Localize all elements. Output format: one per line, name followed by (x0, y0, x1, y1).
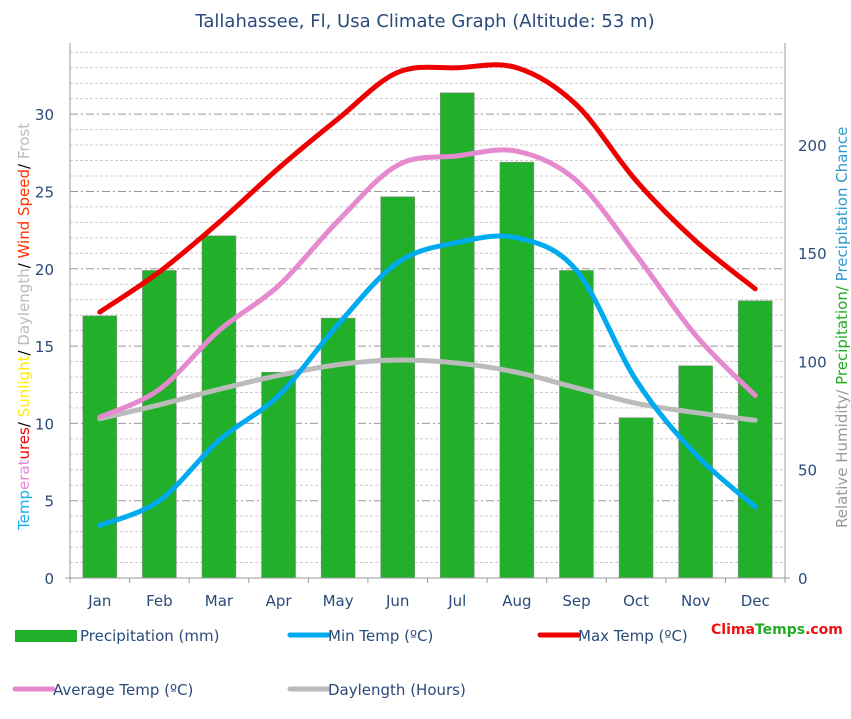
left-tick-label: 20 (35, 261, 54, 279)
right-tick-label: 0 (798, 570, 808, 588)
precipitation-bar (737, 300, 773, 579)
axis-title-part: Temp (15, 490, 33, 531)
series-line-min (97, 233, 758, 528)
x-tick-label: Sep (562, 592, 590, 610)
legend-label: Max Temp (ºC) (578, 627, 688, 645)
x-tick-label: Jul (447, 592, 466, 610)
axis-title-part: / (15, 258, 33, 268)
precipitation-bar (559, 270, 594, 579)
axis-title-part: Relative Humidity/ (833, 385, 851, 528)
chart-title: Tallahassee, Fl, Usa Climate Graph (Alti… (194, 11, 654, 32)
x-tick-label: Jan (87, 592, 111, 610)
x-tick-label: Jun (385, 592, 409, 610)
left-tick-label: 30 (35, 106, 54, 124)
axis-title-part: Frost (15, 123, 33, 159)
left-tick-label: 15 (35, 338, 54, 356)
axis-title-part: Daylength (15, 268, 33, 345)
precipitation-bar (440, 92, 475, 579)
precipitation-bar (82, 315, 118, 579)
series-line-average (97, 147, 758, 420)
right-tick-label: 50 (798, 462, 817, 480)
x-tick-label: Nov (681, 592, 710, 610)
left-axis-title: Temperatures/ Sunlight/ Daylength/ Wind … (15, 123, 33, 531)
legend-label: Min Temp (ºC) (328, 627, 433, 645)
right-tick-label: 150 (798, 245, 827, 263)
axis-title-part: erat (15, 459, 33, 490)
precipitation-bar (678, 365, 713, 579)
right-tick-label: 200 (798, 137, 827, 155)
axis-title-part: Sunlight (15, 355, 33, 417)
left-tick-label: 25 (35, 183, 54, 201)
x-tick-label: May (323, 592, 354, 610)
x-tick-label: Aug (502, 592, 531, 610)
series-line-max (97, 62, 758, 315)
x-tick-label: Oct (623, 592, 649, 610)
legend-swatch (15, 630, 77, 642)
axis-title-part: / (15, 346, 33, 356)
axis-title-part: Precipitation Chance (833, 127, 851, 282)
axis-title-part: / (15, 159, 33, 169)
watermark-logo: ClimaTemps.com (711, 622, 843, 638)
x-tick-label: Feb (146, 592, 173, 610)
precipitation-bar (618, 417, 654, 579)
legend-label: Precipitation (mm) (80, 627, 219, 645)
precipitation-bar (201, 235, 237, 579)
x-tick-label: Dec (741, 592, 770, 610)
legend-label: Average Temp (ºC) (53, 681, 193, 699)
right-axis-title: Relative Humidity/ Precipitation/ Precip… (833, 127, 851, 528)
axis-title-part: / (15, 417, 33, 427)
axis-title-part: ures (15, 427, 33, 460)
legend-label: Daylength (Hours) (328, 681, 466, 699)
right-tick-label: 100 (798, 353, 827, 371)
series-line-daylength (97, 357, 758, 423)
left-tick-label: 5 (44, 493, 54, 511)
precipitation-bar (142, 270, 177, 579)
axis-title-part: Wind Speed (15, 169, 33, 259)
x-tick-label: Apr (266, 592, 293, 610)
x-tick-label: Mar (205, 592, 234, 610)
axis-title-part: Precipitation/ (833, 281, 851, 385)
precipitation-bar (320, 317, 356, 579)
left-tick-label: 10 (35, 415, 54, 433)
left-tick-label: 0 (44, 570, 54, 588)
